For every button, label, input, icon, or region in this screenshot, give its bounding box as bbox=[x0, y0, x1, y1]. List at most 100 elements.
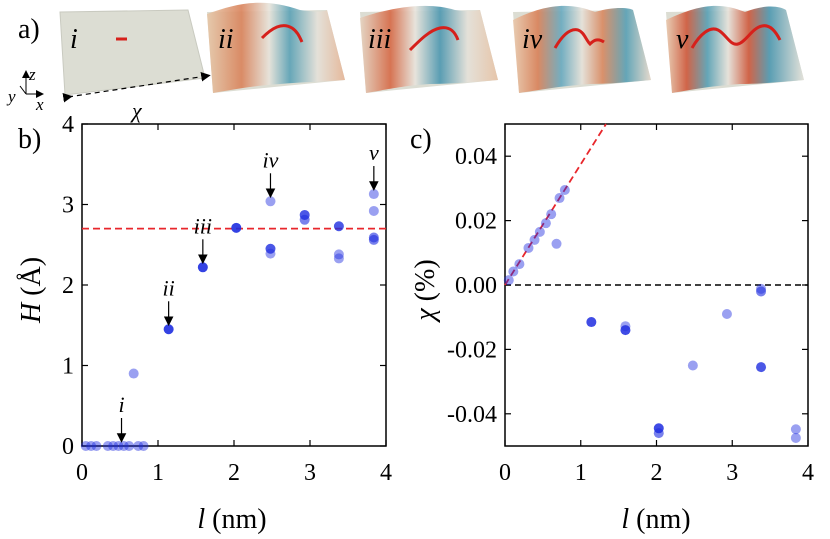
c-xtick-label: 3 bbox=[726, 460, 738, 486]
c-ytick-label: 0.04 bbox=[455, 144, 497, 170]
b-annotation-label: i bbox=[118, 392, 124, 417]
panel-b-frame bbox=[81, 123, 387, 447]
b-data-point bbox=[102, 441, 113, 451]
panel-b-xlabel: l (nm) bbox=[197, 504, 266, 535]
b-data-point bbox=[265, 243, 276, 254]
c-data-point bbox=[559, 185, 570, 196]
b-data-point bbox=[231, 222, 242, 233]
b-data-point bbox=[265, 248, 276, 259]
c-data-point bbox=[523, 242, 534, 253]
panel-b-ylabel: H (Å) bbox=[16, 257, 47, 324]
panel-b-xlabel-var: l bbox=[197, 504, 205, 535]
panel-c-label: c) bbox=[410, 124, 432, 155]
tile-v-label: v bbox=[676, 24, 689, 55]
coordinate-axes: z y x bbox=[6, 65, 44, 114]
panel-c-xlabel-var: l bbox=[621, 504, 629, 535]
b-xtick-label: 2 bbox=[228, 460, 240, 486]
tile-iii-label: iii bbox=[368, 24, 391, 55]
tile-ii-red-curve bbox=[260, 24, 304, 43]
b-data-point bbox=[113, 441, 124, 451]
c-data-point bbox=[586, 317, 597, 328]
b-data-point bbox=[163, 324, 174, 335]
c-data-point bbox=[503, 275, 514, 286]
tile-iv-red-curve bbox=[553, 28, 605, 49]
tile-iv: iv bbox=[513, 5, 651, 93]
c-data-point bbox=[554, 193, 565, 204]
c-data-point bbox=[508, 266, 519, 277]
tile-i: i bbox=[59, 9, 206, 96]
c-xtick-label: 0 bbox=[499, 460, 511, 486]
c-ytick-label: -0.04 bbox=[447, 402, 497, 428]
b-xtick-label: 1 bbox=[152, 460, 164, 486]
panel-c-ylabel: χ (%) bbox=[410, 259, 441, 323]
b-ytick-label: 3 bbox=[62, 193, 74, 219]
panel-a-label: a) bbox=[18, 14, 40, 45]
c-ytick-label: -0.02 bbox=[447, 337, 497, 363]
panel-c-ticks: 0 1 2 3 4 -0.04 -0.02 0.00 0.02 0.04 bbox=[447, 124, 814, 486]
chi-arrow: χ bbox=[62, 71, 211, 123]
c-fit-line bbox=[504, 123, 607, 286]
panel-c-lines bbox=[504, 123, 808, 286]
tile-v: v bbox=[666, 5, 804, 93]
b-data-point bbox=[124, 441, 135, 451]
b-ytick-label: 2 bbox=[62, 273, 74, 299]
b-data-point bbox=[333, 253, 344, 264]
b-data-point bbox=[333, 249, 344, 260]
panel-c-xlabel-unit: (nm) bbox=[629, 504, 690, 535]
panel-b-xlabel-unit: (nm) bbox=[205, 504, 266, 535]
c-data-point bbox=[756, 362, 767, 373]
c-data-point bbox=[790, 432, 801, 443]
b-data-point bbox=[80, 441, 91, 451]
b-data-point bbox=[138, 441, 149, 451]
c-data-point bbox=[534, 226, 545, 237]
c-data-point bbox=[687, 360, 698, 371]
c-data-point bbox=[540, 218, 551, 229]
c-data-point bbox=[653, 428, 664, 439]
tile-iii-red-curve bbox=[408, 26, 460, 52]
b-annotation-label: iv bbox=[263, 147, 279, 172]
c-data-point bbox=[756, 286, 767, 297]
tile-iii: iii bbox=[360, 5, 498, 93]
panel-b-ylabel-unit: (Å) bbox=[16, 257, 47, 303]
b-annotation-label: ii bbox=[163, 275, 175, 300]
b-data-point bbox=[299, 214, 310, 225]
tile-v-red-curve bbox=[690, 24, 782, 49]
b-data-point bbox=[333, 221, 344, 232]
panel-a: a) i ii iii iv bbox=[6, 2, 804, 123]
c-data-point bbox=[514, 259, 525, 270]
tile-ii-label: ii bbox=[218, 24, 234, 55]
b-xtick-label: 4 bbox=[380, 460, 392, 486]
c-ytick-label: 0.00 bbox=[455, 273, 497, 299]
panel-c-xlabel: l (nm) bbox=[621, 504, 690, 535]
panel-b-ticks: 0 1 2 3 4 0 1 2 3 4 bbox=[62, 112, 392, 486]
b-ytick-label: 1 bbox=[62, 354, 74, 380]
b-annotation-label: v bbox=[369, 140, 379, 165]
tile-iv-label: iv bbox=[522, 24, 543, 55]
b-ytick-label: 0 bbox=[62, 434, 74, 460]
b-data-point bbox=[128, 368, 139, 379]
c-ytick-label: 0.02 bbox=[455, 209, 497, 235]
c-data-point bbox=[546, 209, 557, 220]
panel-c-ylabel-var: χ bbox=[410, 308, 441, 324]
c-xtick-label: 1 bbox=[575, 460, 587, 486]
chi-label: χ bbox=[130, 98, 143, 123]
panel-b-points bbox=[80, 189, 379, 451]
b-xtick-label: 0 bbox=[76, 460, 88, 486]
b-data-point bbox=[118, 441, 129, 451]
c-data-point bbox=[721, 308, 732, 319]
b-ytick-label: 4 bbox=[62, 112, 74, 138]
b-xtick-label: 3 bbox=[304, 460, 316, 486]
c-data-point bbox=[551, 238, 562, 249]
b-data-point bbox=[368, 189, 379, 200]
axis-z-label: z bbox=[28, 65, 36, 84]
panel-c-ylabel-unit: (%) bbox=[410, 259, 441, 308]
c-xtick-label: 2 bbox=[651, 460, 663, 486]
c-data-point bbox=[529, 234, 540, 245]
b-data-point bbox=[368, 234, 379, 245]
panel-c-points bbox=[503, 185, 801, 443]
b-data-point bbox=[368, 205, 379, 216]
panel-b-label: b) bbox=[18, 124, 41, 155]
panel-b-ylabel-var: H bbox=[16, 301, 47, 324]
